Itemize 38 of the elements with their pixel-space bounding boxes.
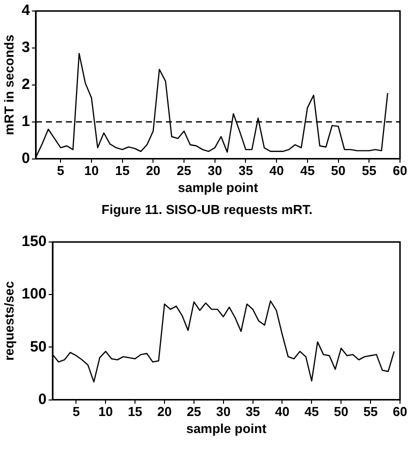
y-axis-title: mRT in seconds: [1, 34, 16, 136]
x-tick-label: 25: [186, 404, 202, 420]
x-tick-label: 60: [392, 163, 408, 178]
y-tick-label: 2: [22, 76, 30, 94]
x-tick-label: 40: [275, 404, 290, 420]
y-tick-label: 4: [22, 2, 31, 20]
x-tick-label: 35: [238, 163, 253, 178]
y-tick-label: 3: [22, 39, 30, 56]
x-tick-label: 20: [146, 163, 160, 178]
x-tick-label: 30: [216, 404, 231, 420]
x-tick-label: 5: [57, 163, 64, 178]
x-tick-label: 15: [128, 404, 142, 420]
caption: Figure 11. SISO-UB requests mRT.: [100, 202, 314, 217]
x-tick-label: 45: [300, 163, 315, 178]
x-tick-label: 40: [269, 163, 284, 178]
x-tick-label: 10: [84, 163, 99, 178]
y-tick-label: 0: [22, 150, 30, 167]
x-tick-label: 5: [72, 404, 80, 420]
x-axis-title: sample point: [186, 420, 268, 436]
y-tick-label: 100: [22, 286, 47, 303]
x-tick-label: 10: [98, 404, 113, 420]
y-tick-label: 50: [30, 338, 47, 356]
x-tick-label: 55: [363, 404, 378, 420]
x-tick-label: 30: [208, 163, 222, 178]
y-tick-label: 0: [38, 390, 47, 408]
y-tick-label: 150: [22, 233, 47, 250]
y-tick-label: 1: [22, 112, 30, 130]
x-tick-label: 20: [157, 404, 172, 420]
x-axis-title: sample point: [178, 180, 259, 195]
x-tick-label: 15: [115, 163, 130, 178]
y-axis-title: requests/sec: [1, 281, 16, 361]
x-tick-label: 60: [392, 404, 408, 420]
x-tick-label: 50: [334, 404, 348, 420]
x-tick-label: 35: [246, 404, 260, 420]
x-tick-label: 50: [331, 163, 346, 178]
x-tick-label: 55: [362, 163, 376, 178]
x-tick-label: 45: [304, 404, 319, 420]
x-tick-label: 25: [176, 163, 192, 178]
